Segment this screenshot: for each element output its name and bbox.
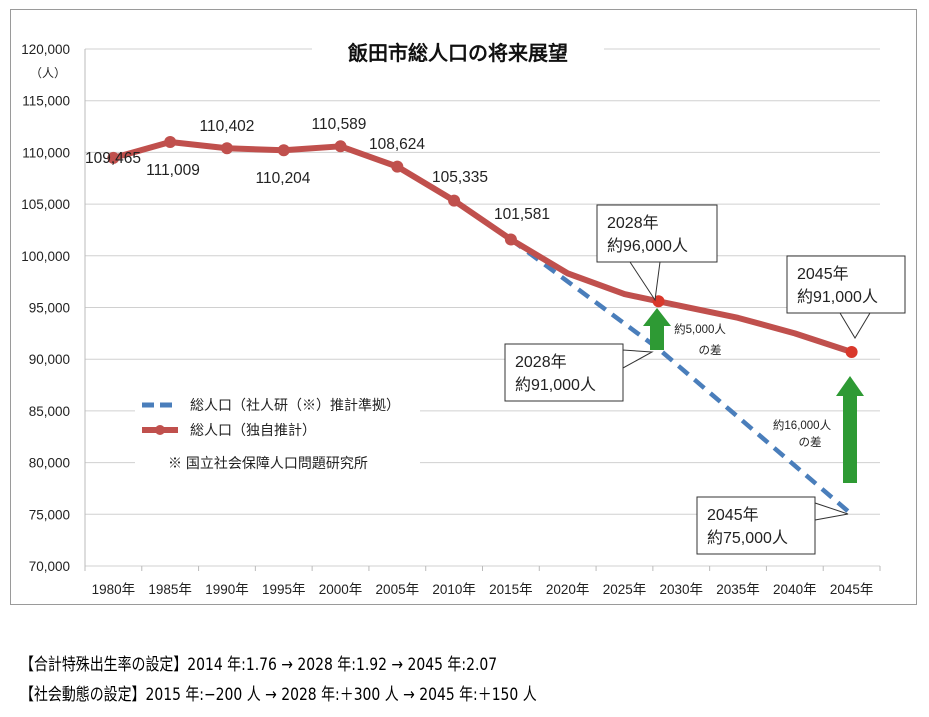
data-point-marker [845,345,858,358]
y-tick-label: 95,000 [29,301,70,316]
x-tick-label: 2010年 [432,582,476,597]
fertility-rate-note: 【合計特殊出生率の設定】2014 年:1.76 → 2028 年:1.92 → … [20,655,498,675]
legend-label-ipss: 総人口（社人研（※）推計準拠） [190,397,400,413]
callout-box [504,343,624,402]
callout-box [596,204,718,263]
y-tick-label: 110,000 [22,145,70,160]
data-point-marker [391,160,404,173]
data-label: 110,589 [312,116,367,133]
difference-arrow-icon [643,308,671,350]
callout-box [696,496,816,555]
difference-label: 約16,000人 [773,418,832,432]
callout-text: 2045年 [797,265,849,283]
y-tick-label: 85,000 [29,404,70,419]
y-tick-label: 75,000 [29,507,70,522]
callout-box [786,255,906,314]
data-label: 110,402 [200,118,255,135]
callout-text: 約91,000人 [797,288,878,306]
x-tick-label: 2030年 [659,582,703,597]
title-bg [312,38,604,66]
data-label: 105,335 [432,169,488,186]
assumption-notes: 【合計特殊出生率の設定】2014 年:1.76 → 2028 年:1.92 → … [20,650,537,710]
data-point-marker [334,140,347,153]
data-point-marker [164,135,177,148]
chart-title: 飯田市総人口の将来展望 [347,41,568,65]
x-tick-label: 1980年 [92,582,136,597]
callout-text: 約91,000人 [515,376,596,394]
x-tick-label: 1990年 [205,582,249,597]
callout-text: 約75,000人 [707,529,788,547]
x-tick-label: 1985年 [148,582,192,597]
y-tick-label: 105,000 [21,197,70,212]
data-point-marker [277,144,290,157]
data-point-marker [504,233,517,246]
x-tick-label: 2000年 [319,582,363,597]
y-tick-label: 70,000 [29,559,70,574]
callout-tail [839,312,871,339]
difference-label: 約5,000人 [674,322,726,336]
x-tick-label: 2045年 [830,582,874,597]
x-tick-label: 1995年 [262,582,306,597]
y-tick-label: 115,000 [22,94,70,109]
x-tick-label: 2035年 [716,582,760,597]
social-migration-note: 【社会動態の設定】2015 年:−200 人 → 2028 年:＋300 人 →… [20,685,537,705]
callout-text: 2028年 [607,214,659,232]
data-point-marker [220,142,233,155]
x-tick-label: 2025年 [603,582,647,597]
y-tick-label: 90,000 [29,352,70,367]
callout-text: 2045年 [707,506,759,524]
difference-label: の差 [799,435,822,449]
legend-label-own: 総人口（独自推計） [190,422,316,438]
legend-note: ※ 国立社会保障人口問題研究所 [168,455,368,471]
difference-label: の差 [699,343,722,357]
y-axis-unit: （人） [30,66,66,80]
y-tick-label: 80,000 [29,456,70,471]
data-label: 109,465 [85,150,141,167]
callout-text: 約96,000人 [607,237,688,255]
x-tick-label: 2005年 [376,582,420,597]
data-point-marker [107,151,120,164]
data-label: 101,581 [494,206,550,223]
x-tick-label: 2015年 [489,582,533,597]
callout-text: 2028年 [515,353,567,371]
x-tick-label: 2040年 [773,582,817,597]
x-tick-label: 2020年 [546,582,590,597]
y-tick-label: 100,000 [21,249,70,264]
series-line-own-projection [112,138,853,355]
data-label: 108,624 [369,136,425,153]
legend-bg [135,390,420,474]
data-point-marker [448,194,461,207]
y-tick-label: 120,000 [21,42,70,57]
data-label: 111,009 [146,162,200,179]
data-label: 110,204 [256,170,311,187]
legend-marker [155,425,165,435]
difference-arrow-icon [836,376,864,483]
